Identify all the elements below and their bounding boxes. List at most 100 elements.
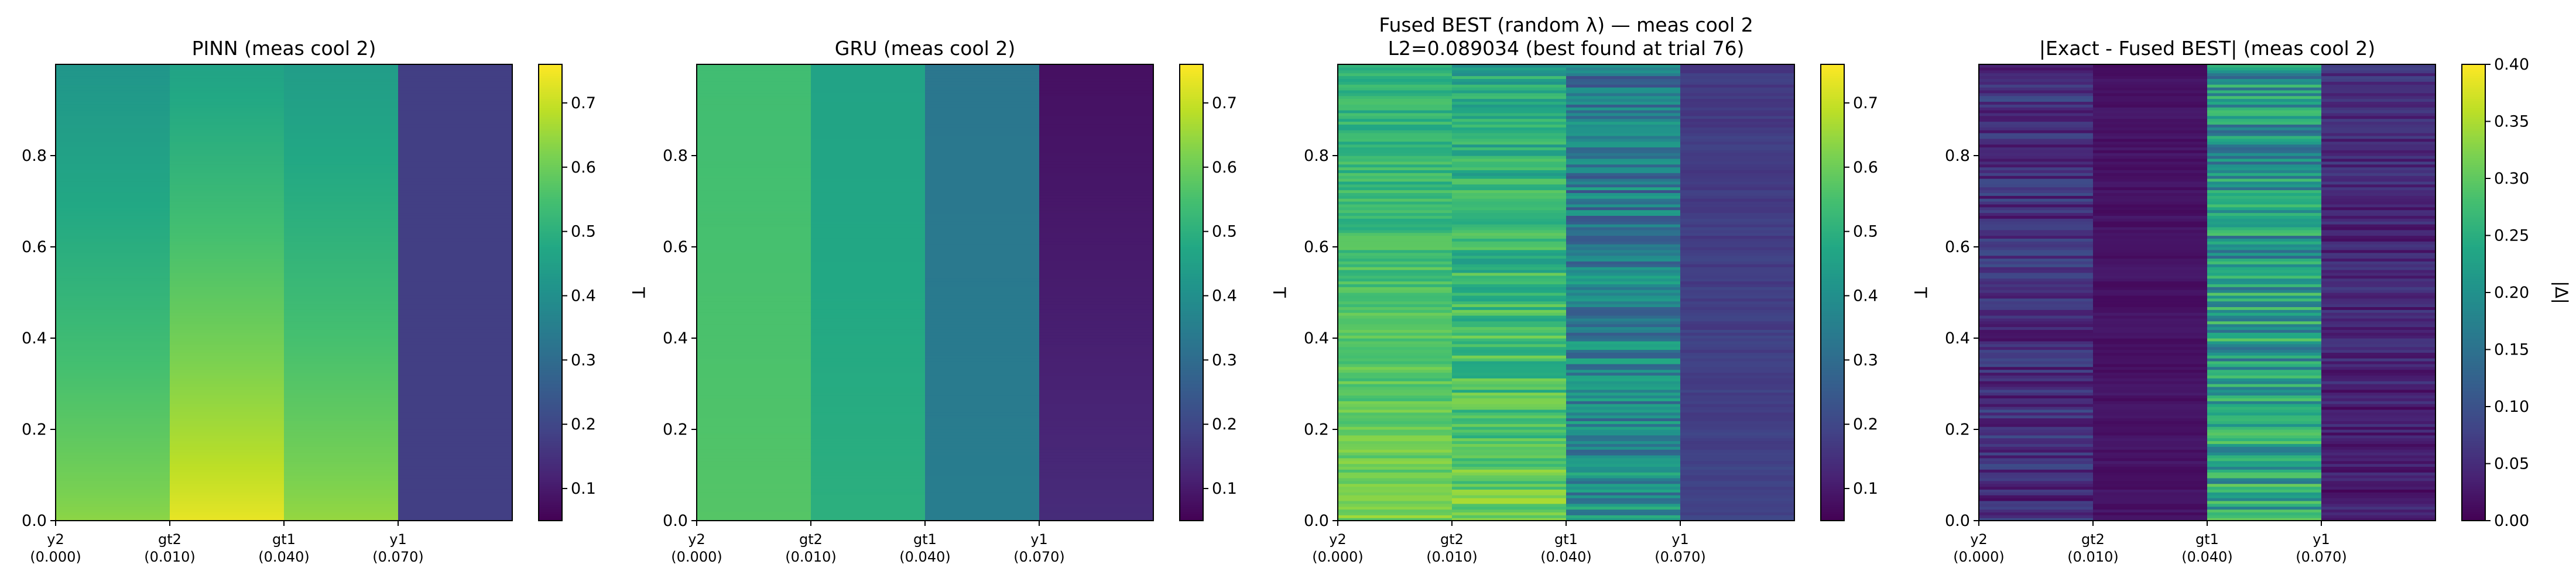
heatmap-cell [56,135,170,139]
heatmap-cell [284,358,399,362]
heatmap-cell [56,355,170,359]
heatmap-cell [697,107,811,111]
heatmap-cell [284,404,399,407]
colorbar-segment [539,267,562,270]
heatmap-cell [1039,324,1154,328]
colorbar-segment [1821,208,1844,211]
colorbar-segment [1180,415,1203,419]
heatmap-cell [284,261,399,264]
heatmap-cell [1039,432,1154,436]
colorbar-segment [1180,379,1203,382]
heatmap-cell [1452,495,1567,498]
heatmap-cell [284,130,399,133]
colorbar-segment [1821,121,1844,124]
heatmap-cell [284,401,399,404]
heatmap-cell [2093,135,2208,139]
colorbar-segment [1180,473,1203,476]
colorbar-segment [1821,292,1844,295]
heatmap-cell [170,429,285,433]
heatmap-cell [2093,73,2208,77]
heatmap-cell [398,372,513,376]
colorbar-segment [1180,468,1203,471]
heatmap-cell [1979,107,2094,111]
heatmap-cell [1452,158,1567,162]
heatmap-cell [398,235,513,239]
heatmap-cell [56,295,170,299]
heatmap-cell [170,75,285,79]
heatmap-cell [170,107,285,111]
heatmap-cell [811,115,926,119]
heatmap-cell [1452,475,1567,479]
heatmap-cell [1039,101,1154,105]
colorbar-segment [539,356,562,359]
heatmap-cell [1452,127,1567,130]
heatmap-cell [1039,498,1154,501]
heatmap-cell [1338,207,1453,211]
colorbar-frame [1820,64,1845,521]
heatmap-cell [398,90,513,94]
colorbar-segment [1180,240,1203,243]
heatmap-cell [925,156,1040,159]
heatmap-cell [1338,309,1453,313]
heatmap-cell [284,386,399,390]
heatmap-cell [2321,307,2436,310]
heatmap-cell [1039,435,1154,439]
heatmap-cell [170,321,285,325]
colorbar-segment [2462,68,2485,72]
heatmap-cell [398,287,513,290]
heatmap-cell [697,215,811,219]
heatmap-cell [1680,455,1795,459]
heatmap-cell [2207,446,2322,450]
heatmap-cell [925,235,1040,239]
heatmap-cell [925,153,1040,156]
heatmap-cell [2093,201,2208,205]
heatmap-cell [1039,375,1154,378]
colorbar-segment [539,500,562,503]
heatmap-cell [1680,518,1795,521]
colorbar-segment [1180,361,1203,364]
heatmap-cell [1039,349,1154,353]
heatmap-cell [398,258,513,261]
heatmap-cell [1680,164,1795,168]
heatmap-cell [2093,270,2208,273]
heatmap-cell [811,404,926,407]
heatmap-cell [2093,378,2208,381]
heatmap-cell [1680,426,1795,430]
heatmap-cell [697,167,811,170]
heatmap-cell [925,409,1040,413]
colorbar-segment [1821,212,1844,215]
heatmap-cell [56,443,170,447]
heatmap-cell [1979,472,2094,476]
heatmap-cell [925,229,1040,233]
heatmap-cell [811,418,926,421]
heatmap-cell [2207,118,2322,122]
colorbar-segment [1821,402,1844,405]
heatmap-cell [1338,480,1453,484]
colorbar-segment [2462,271,2485,275]
heatmap-cell [2093,187,2208,191]
heatmap-cell [1680,73,1795,77]
heatmap-cell [1039,363,1154,367]
heatmap-cell [1680,443,1795,447]
heatmap-cell [2207,121,2322,125]
heatmap-cell [1979,449,2094,453]
heatmap-cell [1979,495,2094,498]
heatmap-cell [1452,349,1567,353]
y-tick-label: 0.6 [663,238,688,256]
heatmap-cell [811,386,926,390]
colorbar-segment [1821,245,1844,247]
heatmap-cell [1338,407,1453,410]
colorbar-segment [2462,317,2485,321]
heatmap-cell [2321,412,2436,416]
heatmap-cell [2321,329,2436,333]
heatmap-cell [697,130,811,133]
colorbar-segment [539,290,562,293]
heatmap-cell [1566,164,1681,168]
heatmap-cell [1979,381,2094,384]
colorbar-segment [2462,356,2485,359]
heatmap-cell [1039,212,1154,216]
heatmap-cell [1566,267,1681,270]
colorbar-segment [1180,201,1203,204]
heatmap-cell [284,209,399,214]
heatmap-cell [1452,480,1567,484]
